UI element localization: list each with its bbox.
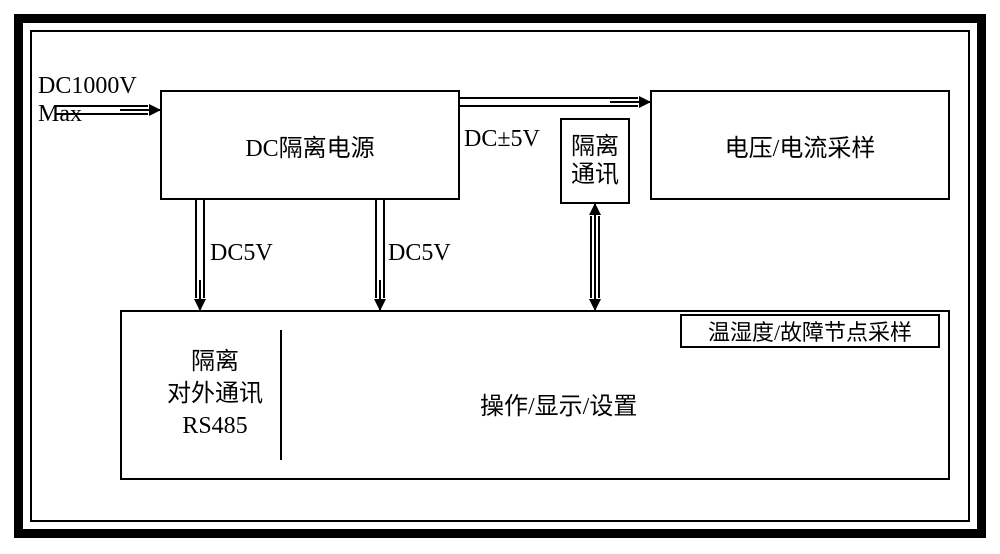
diagram-canvas: DC1000V Max DC隔离电源 DC±5V 隔离 通讯 电压/电流采样 D… <box>0 0 1000 554</box>
temp-humid-fault-box: 温湿度/故障节点采样 <box>680 314 940 348</box>
op-display-set-label: 操作/显示/设置 <box>480 386 637 421</box>
isolation-comm-box: 隔离 通讯 <box>560 118 630 204</box>
dc-isolation-power-label: DC隔离电源 <box>245 128 374 163</box>
temp-humid-fault-label: 温湿度/故障节点采样 <box>708 315 912 347</box>
iso-ext-comm-label: 隔离 对外通讯 RS485 <box>152 346 278 442</box>
dc5v-left-label: DC5V <box>210 240 273 267</box>
input-voltage-label: DC1000V Max <box>38 72 137 128</box>
dc5v-right-label: DC5V <box>388 240 451 267</box>
rs485-divider <box>280 330 282 460</box>
vi-sampling-box: 电压/电流采样 <box>650 90 950 200</box>
dc-isolation-power-box: DC隔离电源 <box>160 90 460 200</box>
isolation-comm-label: 隔离 通讯 <box>562 133 628 189</box>
vi-sampling-label: 电压/电流采样 <box>725 128 876 163</box>
dc-pm5v-label: DC±5V <box>464 126 540 153</box>
